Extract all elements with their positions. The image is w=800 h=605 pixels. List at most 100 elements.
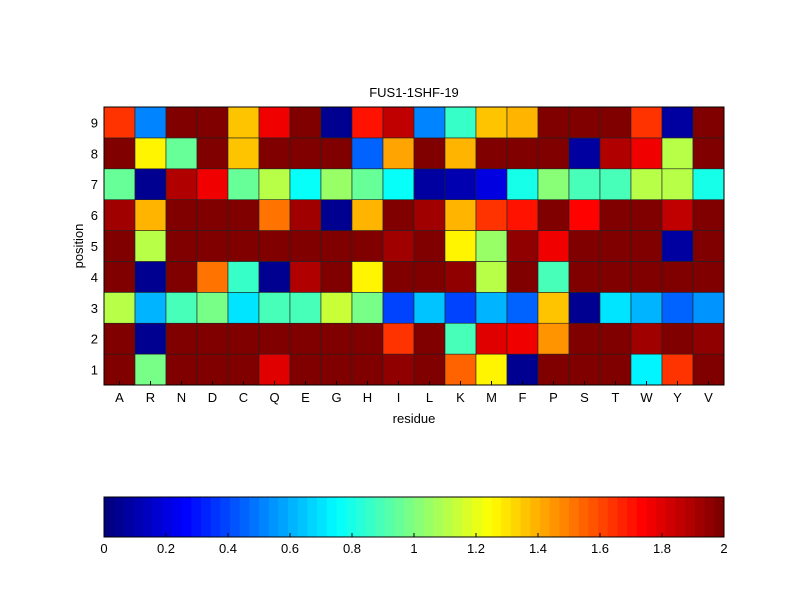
heatmap-cell-P-4 [537,261,570,293]
heatmap-cell-T-9 [599,106,632,139]
x-axis-label: residue [393,411,436,426]
heatmap-cell-Q-3 [258,292,291,324]
heatmap-cell-P-7 [537,168,570,200]
heatmap-cell-N-1 [165,353,198,386]
heatmap-cell-C-7 [227,168,260,200]
heatmap-cell-V-5 [692,230,725,262]
chart-title: FUS1-1SHF-19 [369,85,459,100]
colorbar-swatch [685,497,696,537]
heatmap-cell-G-4 [320,261,353,293]
heatmap-cell-W-3 [630,292,663,324]
heatmap-cell-L-9 [413,106,446,139]
colorbar-swatch [510,497,522,537]
heatmap-cell-E-5 [289,230,322,262]
heatmap-cell-K-8 [444,137,477,170]
heatmap-cell-N-9 [165,106,198,139]
heatmap-cell-S-1 [568,353,601,386]
heatmap-cell-K-1 [444,353,477,386]
heatmap-cell-F-8 [506,137,539,170]
heatmap-cell-P-3 [537,292,570,324]
colorbar-swatch [288,497,299,537]
heatmap-cell-P-2 [537,322,570,355]
heatmap-cell-I-1 [382,353,415,386]
heatmap-cell-H-7 [351,168,384,200]
plot-frame [103,106,725,386]
heatmap-cell-P-5 [537,230,570,262]
colorbar-swatch [578,497,589,537]
heatmap-cell-E-1 [289,353,322,386]
heatmap-cell-I-5 [382,230,415,262]
heatmap-cell-T-3 [599,292,632,324]
y-tick-label: 5 [91,239,98,254]
heatmap-cell-H-6 [351,199,384,231]
heatmap-cell-T-4 [599,261,632,293]
colorbar-swatch [113,497,124,537]
heatmap-cell-R-9 [134,106,167,139]
colorbar-swatch [704,497,715,537]
y-tick-label: 6 [91,208,98,223]
heatmap-cell-R-1 [134,353,167,386]
heatmap-cell-T-6 [599,199,632,231]
heatmap-cell-L-6 [413,199,446,231]
heatmap-cell-V-9 [692,106,725,139]
heatmap-cell-E-4 [289,261,322,293]
colorbar-tick-label: 0.8 [343,541,361,556]
heatmap-cell-G-6 [320,199,353,231]
x-tick-label: V [704,390,713,405]
heatmap-cell-S-9 [568,106,601,139]
heatmap-cell-W-9 [630,106,663,139]
heatmap-cell-H-4 [351,261,384,293]
heatmap-cell-W-6 [630,199,663,231]
heatmap-cell-Q-4 [258,261,291,293]
heatmap-cell-M-2 [475,322,508,355]
heatmap-cell-C-2 [227,322,260,355]
heatmap-cell-F-7 [506,168,539,200]
x-tick-label: Y [673,390,682,405]
colorbar-swatch [627,497,638,537]
heatmap-cell-L-4 [413,261,446,293]
colorbar-swatch [665,497,677,537]
heatmap-cell-F-9 [506,106,539,139]
colorbar-tick-label: 1 [410,541,417,556]
heatmap-cell-S-6 [568,199,601,231]
y-tick-label: 3 [91,301,98,316]
heatmap-cell-Q-8 [258,137,291,170]
colorbar-swatch [646,497,657,537]
x-tick-label: K [456,390,465,405]
heatmap-cell-Y-4 [661,261,694,293]
colorbar-swatch [104,497,115,537]
heatmap-cell-D-8 [196,137,229,170]
x-tick-label: D [208,390,217,405]
colorbar-swatch [530,497,541,537]
heatmap-cell-C-4 [227,261,260,293]
x-tick-label: G [331,390,341,405]
heatmap-cell-W-2 [630,322,663,355]
heatmap-cell-A-4 [103,261,136,293]
heatmap-cell-L-8 [413,137,446,170]
heatmap-cell-Y-9 [661,106,694,139]
x-tick-label: Q [269,390,279,405]
heatmap-cell-E-7 [289,168,322,200]
heatmap-cell-Q-6 [258,199,291,231]
y-tick-label: 7 [91,177,98,192]
colorbar-swatch [375,497,386,537]
heatmap-cell-M-5 [475,230,508,262]
colorbar-swatch [491,497,502,537]
colorbar-swatch [598,497,609,537]
heatmap-cell-P-9 [537,106,570,139]
colorbar-swatch [365,497,376,537]
heatmap-cell-V-2 [692,322,725,355]
heatmap-cell-M-7 [475,168,508,200]
x-tick-label: I [397,390,401,405]
heatmap-cell-D-9 [196,106,229,139]
heatmap-cell-N-3 [165,292,198,324]
heatmap-cell-H-9 [351,106,384,139]
colorbar-swatch [433,497,444,537]
colorbar-swatch [636,497,647,537]
heatmap-cell-A-3 [103,292,136,324]
colorbar-swatch [414,497,425,537]
y-axis-label: position [71,224,86,269]
colorbar-swatch [394,497,405,537]
x-tick-label: R [146,390,155,405]
